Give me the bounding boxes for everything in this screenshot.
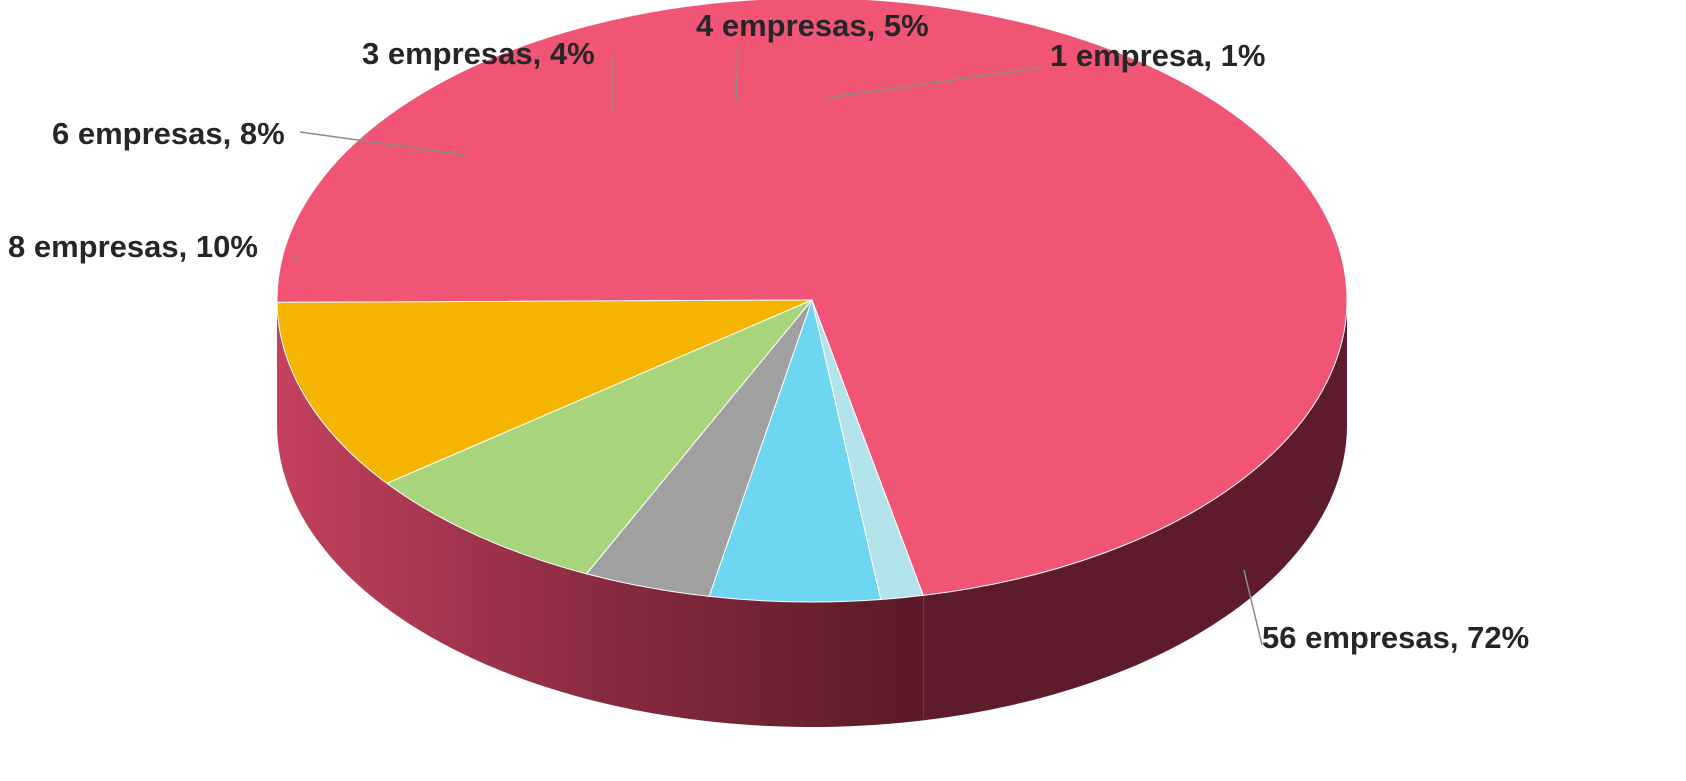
data-label-4-empresas: 4 empresas, 5% <box>696 8 929 43</box>
pie-slice-1-empresa-1 <box>811 299 924 601</box>
leader-line-4-empresas-5 <box>735 47 739 102</box>
pie-top-layer <box>276 0 1348 603</box>
data-label-8-empresas: 8 empresas, 10% <box>8 229 258 264</box>
pie-slice-4-empresas-5 <box>708 298 882 603</box>
pie-side-layer <box>277 300 1347 727</box>
pie-side-wall-right <box>923 300 1347 721</box>
data-label-56-empresas: 56 empresas, 72% <box>1262 620 1529 655</box>
pie-slice-6-empresas-8 <box>385 299 813 575</box>
data-labels: 56 empresas, 72% 8 empresas, 10% 6 empre… <box>8 8 1529 655</box>
data-label-6-empresas: 6 empresas, 8% <box>52 116 285 151</box>
leader-line-8-empresas-10 <box>291 257 301 261</box>
leader-line-56-empresas-72 <box>1243 569 1263 646</box>
pie-side-wall-left <box>277 300 924 727</box>
data-label-3-empresas: 3 empresas, 4% <box>362 36 595 71</box>
pie-slice-8-empresas-10 <box>276 299 813 484</box>
data-label-1-empresa: 1 empresa, 1% <box>1050 38 1265 73</box>
leader-line-1-empresa-1 <box>825 66 1045 99</box>
leader-lines <box>291 47 1263 646</box>
pie-slice-56-empresas-72 <box>276 0 1348 596</box>
leader-line-6-empresas-8 <box>299 131 467 156</box>
